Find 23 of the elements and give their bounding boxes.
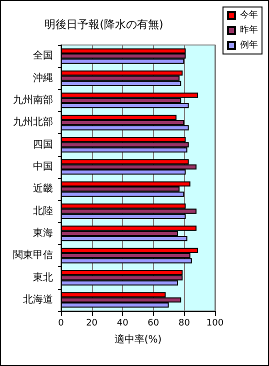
x-tick-label: 100 [206,318,224,328]
legend-label: 昨年 [240,24,258,36]
y-tick-label: 東北 [33,271,53,284]
chart-title: 明後日予報(降水の有無) [44,18,164,31]
y-tick-label: 北陸 [33,204,53,217]
y-tick-label: 北海道 [23,293,53,306]
y-tick-label: 九州南部 [13,94,53,106]
y-tick-label: 中国 [33,160,53,172]
x-tick-label: 80 [178,318,190,328]
x-tick-label: 20 [86,318,98,328]
legend-label: 例年 [240,40,258,50]
x-tick-label: 60 [148,318,160,328]
x-tick-label: 40 [116,318,129,328]
y-tick-label: 九州北部 [13,116,53,128]
y-tick-label: 四国 [33,139,53,150]
x-axis-title: 適中率(%) [114,334,162,346]
y-tick-label: 近畿 [33,182,53,195]
y-tick-label: 関東甲信 [13,249,53,262]
x-tick-label: 0 [58,318,64,328]
y-tick-label: 沖縄 [33,72,53,84]
legend-label: 今年 [240,10,258,20]
y-tick-label: 全国 [33,50,53,62]
y-tick-label: 東海 [33,226,53,239]
